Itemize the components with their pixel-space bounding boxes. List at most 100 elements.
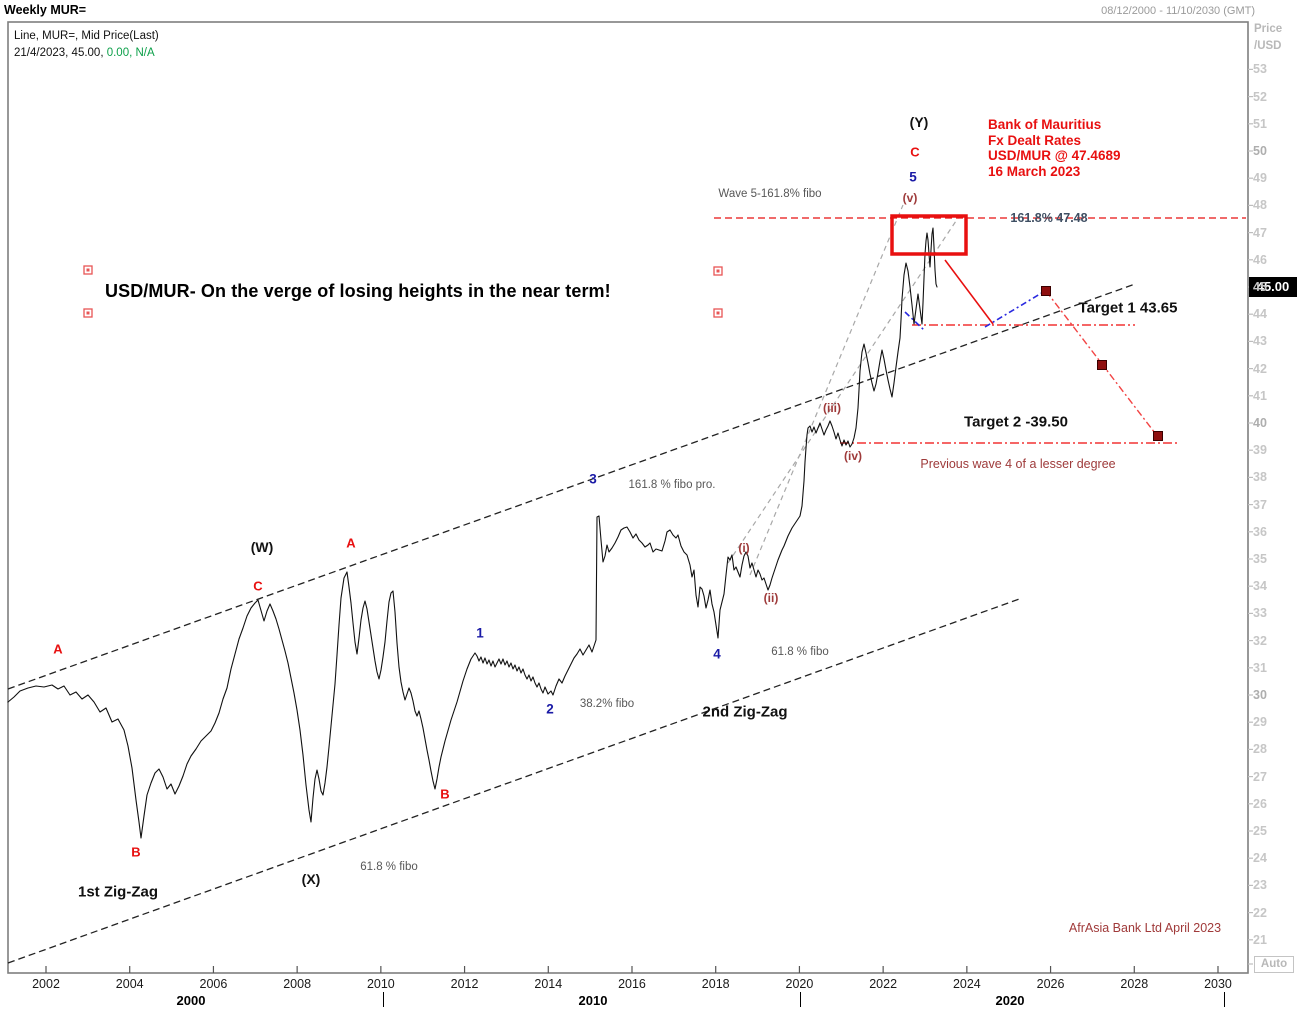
y-tick-label: 37 bbox=[1253, 497, 1267, 512]
fibo-618-label-1[interactable]: 61.8 % fibo bbox=[771, 646, 829, 658]
price-axis-unit: /USD bbox=[1254, 40, 1282, 52]
wave-label-2[interactable]: 2 bbox=[546, 701, 554, 717]
annotation-handle-dot bbox=[86, 311, 90, 315]
x-tick-label: 2006 bbox=[199, 977, 228, 991]
wave-label-3[interactable]: 3 bbox=[589, 471, 597, 487]
sell-off-line bbox=[944, 259, 994, 325]
wave-label-1[interactable]: 1 bbox=[476, 625, 484, 641]
wave-label-iv[interactable]: (iv) bbox=[844, 449, 862, 463]
legend-last-values[interactable]: 21/4/2023, 45.00, 0.00, N/A bbox=[14, 47, 155, 59]
wave-label-v[interactable]: (v) bbox=[902, 191, 918, 205]
annotation-handle-dot bbox=[716, 269, 720, 273]
y-tick-label: 21 bbox=[1253, 932, 1267, 947]
x-tick-label: 2022 bbox=[869, 977, 898, 991]
y-tick-label: 52 bbox=[1253, 89, 1267, 104]
y-tick-label: 35 bbox=[1253, 552, 1267, 566]
target1-label[interactable]: Target 1 43.65 bbox=[1078, 299, 1178, 317]
x-tick-label: 2008 bbox=[283, 977, 312, 991]
lower-channel-line bbox=[7, 597, 1023, 964]
wave-label-C-2[interactable]: C bbox=[910, 144, 920, 160]
fibo-projection-label[interactable]: 161.8 % fibo pro. bbox=[628, 479, 716, 491]
y-tick-label: 24 bbox=[1253, 851, 1267, 866]
y-tick-label: 44 bbox=[1253, 307, 1267, 322]
previous-wave4-label[interactable]: Previous wave 4 of a lesser degree bbox=[920, 457, 1116, 471]
legend-date-price: 21/4/2023, 45.00, bbox=[14, 47, 107, 59]
central-bank-callout[interactable]: Bank of Mauritius Fx Dealt Rates USD/MUR… bbox=[988, 117, 1120, 179]
x-tick-label: 2024 bbox=[952, 977, 981, 991]
price-axis-title: Price bbox=[1254, 23, 1283, 35]
wave-label-i[interactable]: (i) bbox=[738, 541, 750, 555]
price-line bbox=[7, 227, 938, 839]
x-tick-label: 2020 bbox=[785, 977, 814, 991]
x-decade-label: 2010 bbox=[578, 993, 608, 1008]
wave5-channel-right bbox=[727, 217, 959, 564]
fibo-618-label-2[interactable]: 61.8 % fibo bbox=[360, 861, 418, 873]
wave-label-4[interactable]: 4 bbox=[713, 646, 721, 662]
date-range-label: 08/12/2000 - 11/10/2030 (GMT) bbox=[1101, 5, 1255, 17]
blue-rebound-segment bbox=[984, 290, 1046, 328]
callout-line: USD/MUR @ 47.4689 bbox=[988, 148, 1121, 163]
annotation-handle-dot bbox=[716, 311, 720, 315]
wave-label-B-2[interactable]: B bbox=[440, 786, 450, 802]
fibo-161-price-label[interactable]: 161.8% 47.48 bbox=[1010, 211, 1088, 225]
y-tick-label: 33 bbox=[1253, 606, 1267, 621]
y-tick-label: 51 bbox=[1253, 116, 1267, 131]
wave-label-W[interactable]: (W) bbox=[250, 539, 274, 555]
window-title: Weekly MUR= bbox=[4, 3, 87, 17]
y-tick-label: 34 bbox=[1253, 579, 1267, 594]
fibo-382-label[interactable]: 38.2% fibo bbox=[579, 698, 635, 710]
y-tick-label: 23 bbox=[1253, 878, 1267, 893]
bank-watermark: AfrAsia Bank Ltd April 2023 bbox=[1068, 921, 1222, 935]
wave-label-A-2[interactable]: A bbox=[346, 535, 356, 551]
y-tick-label: 45 bbox=[1253, 280, 1267, 294]
target2-label[interactable]: Target 2 -39.50 bbox=[964, 413, 1068, 431]
headline-annotation[interactable]: USD/MUR- On the verge of losing heights … bbox=[105, 281, 611, 301]
projection-marker bbox=[1153, 431, 1163, 441]
y-tick-label: 48 bbox=[1253, 198, 1267, 213]
wave-label-A-1[interactable]: A bbox=[53, 641, 63, 657]
y-tick-label: 41 bbox=[1253, 388, 1267, 403]
x-tick-label: 2012 bbox=[450, 977, 479, 991]
x-tick-label: 2014 bbox=[534, 977, 563, 991]
y-tick-label: 46 bbox=[1253, 252, 1267, 267]
zigzag1-label[interactable]: 1st Zig-Zag bbox=[77, 883, 159, 901]
wave-label-Y[interactable]: (Y) bbox=[909, 114, 929, 130]
x-tick-label: 2018 bbox=[701, 977, 730, 991]
wave-label-5[interactable]: 5 bbox=[909, 169, 917, 185]
upper-channel-line bbox=[7, 283, 1136, 690]
y-tick-label: 27 bbox=[1253, 769, 1267, 784]
y-tick-label: 25 bbox=[1253, 824, 1267, 838]
y-tick-label: 53 bbox=[1253, 62, 1267, 77]
legend-series-label[interactable]: Line, MUR=, Mid Price(Last) bbox=[14, 30, 159, 42]
x-tick-label: 2010 bbox=[366, 977, 395, 991]
wave-label-ii[interactable]: (ii) bbox=[763, 591, 779, 605]
y-tick-label: 47 bbox=[1253, 225, 1267, 240]
x-tick-label: 2016 bbox=[618, 977, 646, 991]
y-tick-label: 39 bbox=[1253, 443, 1267, 458]
y-tick-label: 50 bbox=[1253, 144, 1267, 158]
blue-break-segment bbox=[904, 311, 925, 331]
annotation-handle-dot bbox=[86, 268, 90, 272]
y-tick-label: 22 bbox=[1253, 905, 1267, 920]
wave-label-B-1[interactable]: B bbox=[131, 844, 141, 860]
wave-label-C-1[interactable]: C bbox=[253, 578, 263, 594]
auto-scale-button[interactable]: Auto bbox=[1254, 956, 1294, 973]
plot-frame bbox=[7, 21, 1249, 974]
x-decade-separator bbox=[1224, 992, 1225, 1007]
projection-marker bbox=[1097, 360, 1107, 370]
wave-label-iii[interactable]: (iii) bbox=[823, 401, 841, 415]
wave5-fibo-label[interactable]: Wave 5-161.8% fibo bbox=[718, 188, 822, 200]
x-decade-label: 2000 bbox=[176, 993, 206, 1008]
wave-label-X[interactable]: (X) bbox=[301, 871, 321, 887]
callout-line: 16 March 2023 bbox=[988, 163, 1081, 179]
callout-line: Bank of Mauritius bbox=[988, 117, 1102, 132]
y-tick-label: 28 bbox=[1253, 742, 1267, 757]
zigzag2-label[interactable]: 2nd Zig-Zag bbox=[702, 703, 788, 721]
x-tick-label: 2030 bbox=[1204, 977, 1232, 991]
callout-line: Fx Dealt Rates bbox=[988, 132, 1082, 148]
x-tick-label: 2002 bbox=[32, 977, 60, 991]
y-tick-label: 49 bbox=[1253, 171, 1267, 186]
wave5-channel-left bbox=[749, 204, 904, 576]
